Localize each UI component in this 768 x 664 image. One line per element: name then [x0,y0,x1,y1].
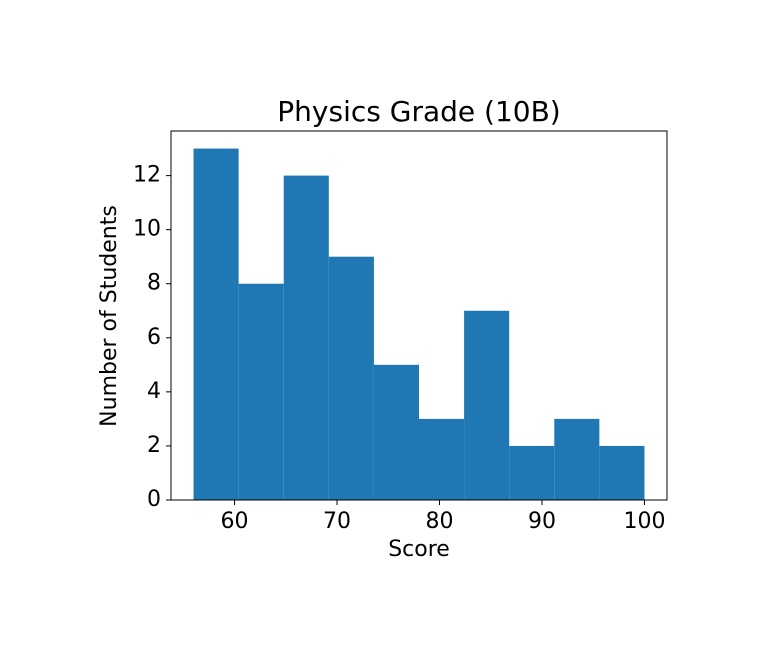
bar [283,175,329,500]
plot-frame [170,130,668,501]
y-tick-label: 4 [147,379,161,404]
bar [464,310,510,500]
y-tick-label: 8 [147,271,161,296]
bar [554,418,600,500]
bar [599,445,645,500]
bar [373,364,419,500]
y-axis-label: Number of Students [97,205,122,427]
y-tick-label: 6 [147,325,161,350]
bar [419,418,465,500]
bar [328,256,374,500]
x-tick-label: 70 [323,509,351,534]
bar [509,445,555,500]
x-tick-label: 80 [425,509,453,534]
bar [193,148,239,501]
x-tick-label: 100 [623,509,665,534]
x-tick-label: 60 [221,509,249,534]
x-axis-label: Score [388,537,450,562]
bar [238,283,284,500]
chart-title: Physics Grade (10B) [277,95,560,128]
y-tick-label: 2 [147,433,161,458]
y-tick-label: 10 [133,217,161,242]
y-tick-label: 12 [133,163,161,188]
y-tick-label: 0 [147,487,161,512]
x-tick-label: 90 [528,509,556,534]
